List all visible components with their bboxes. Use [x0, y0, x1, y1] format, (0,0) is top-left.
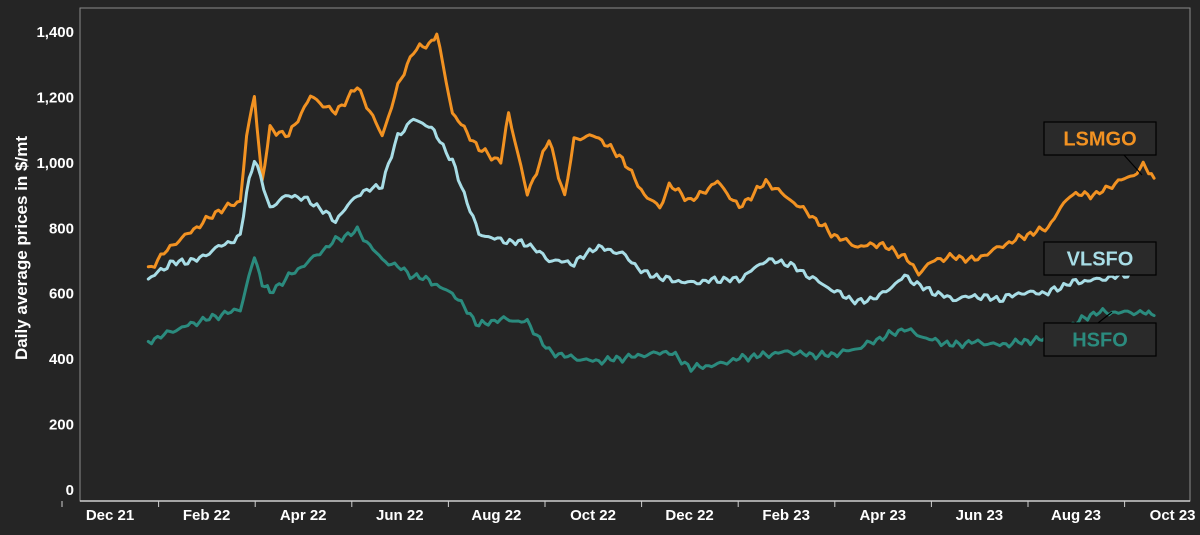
- series-line-hsfo: [146, 225, 1156, 373]
- label-box-vlsfo: [1043, 241, 1157, 276]
- x-tick-label: Jun 22: [376, 507, 424, 524]
- y-axis-title: Daily average prices in $/mt: [12, 136, 31, 360]
- x-tick-label: Aug 23: [1051, 507, 1101, 524]
- x-tick-label: Dec 22: [665, 507, 713, 524]
- x-tick-label: Apr 23: [859, 507, 906, 524]
- label-leader-lsmgo: [1123, 154, 1143, 176]
- y-tick-label: 1,000: [36, 155, 74, 172]
- series-label-lsmgo: LSMGO: [1063, 129, 1136, 151]
- x-tick-label: Oct 22: [570, 507, 616, 524]
- label-leader-hsfo: [1097, 311, 1113, 324]
- y-tick-label: 1,200: [36, 89, 74, 106]
- x-tick-label: Dec 21: [86, 507, 134, 524]
- y-axis-ticks: 0 200 400 600 800 1,000 1,200 1,400: [36, 24, 74, 499]
- y-tick-label: 0: [66, 482, 74, 499]
- series-label-vlsfo: VLSFO: [1067, 249, 1134, 271]
- x-tick-label: Jun 23: [956, 507, 1004, 524]
- series-line-lsmgo: [146, 32, 1156, 277]
- y-tick-label: 600: [49, 286, 74, 303]
- x-tick-label: Oct 23: [1150, 507, 1196, 524]
- series-line-vlsfo: [146, 117, 1156, 306]
- series-lines: [146, 32, 1156, 373]
- y-tick-label: 200: [49, 417, 74, 434]
- y-tick-label: 1,400: [36, 24, 74, 41]
- x-tick-label: Apr 22: [280, 507, 327, 524]
- series-label-hsfo: HSFO: [1072, 330, 1128, 352]
- series-labels: LSMGO VLSFO HSFO: [1043, 121, 1157, 357]
- x-axis-ticks: Dec 21 Feb 22 Apr 22 Jun 22 Aug 22 Oct 22 Dec …: [61, 501, 1196, 524]
- label-box-lsmgo: [1043, 121, 1157, 156]
- label-box-hsfo: [1043, 322, 1157, 357]
- x-tick-label: Feb 22: [183, 507, 231, 524]
- x-tick-label: Aug 22: [471, 507, 521, 524]
- y-tick-label: 800: [49, 220, 74, 237]
- y-tick-label: 400: [49, 351, 74, 368]
- x-tick-label: Feb 23: [762, 507, 810, 524]
